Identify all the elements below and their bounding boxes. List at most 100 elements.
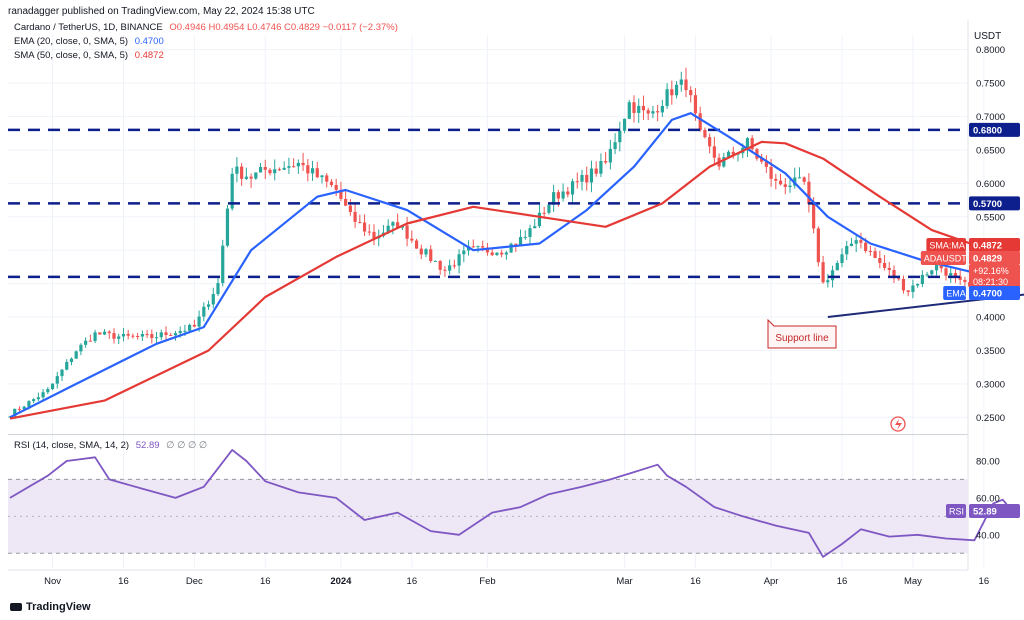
candle-body bbox=[845, 245, 849, 255]
price-tick-label: 0.6500 bbox=[976, 145, 1005, 156]
candle-body bbox=[594, 168, 598, 174]
lightning-icon[interactable] bbox=[890, 416, 906, 432]
candle-body bbox=[301, 162, 305, 166]
rsi-legend-label: RSI (14, close, SMA, 14, 2) bbox=[14, 440, 130, 451]
candle-body bbox=[79, 344, 83, 352]
rsi-legend-extras: ∅ ∅ ∅ ∅ bbox=[166, 440, 208, 451]
candle-body bbox=[887, 267, 891, 271]
candle-body bbox=[476, 246, 480, 248]
candle-body bbox=[93, 332, 97, 342]
candle-body bbox=[892, 270, 896, 279]
candle-body bbox=[934, 262, 939, 271]
candle-body bbox=[514, 243, 518, 245]
candle-body bbox=[684, 79, 688, 91]
candle-body bbox=[660, 105, 664, 113]
candle-body bbox=[854, 240, 858, 244]
candle-body bbox=[726, 151, 731, 158]
brand-name: TradingView bbox=[26, 601, 91, 613]
candle-body bbox=[46, 389, 50, 393]
price-tag-detail bbox=[969, 265, 1020, 287]
time-tick-label: Mar bbox=[616, 576, 632, 587]
candle-body bbox=[188, 324, 192, 331]
candle-body bbox=[329, 181, 334, 186]
candle-body bbox=[901, 278, 906, 291]
candle-body bbox=[292, 166, 296, 168]
candle-body bbox=[344, 198, 348, 206]
candle-body bbox=[277, 169, 282, 171]
candle-body bbox=[334, 185, 338, 190]
candle-body bbox=[500, 252, 504, 255]
candle-body bbox=[348, 205, 352, 212]
candle-body bbox=[840, 254, 844, 264]
candle-body bbox=[774, 178, 778, 181]
candle-body bbox=[17, 408, 22, 410]
candle-body bbox=[835, 263, 839, 271]
candle-body bbox=[150, 334, 154, 339]
sma-tag-label: SMA:MA bbox=[929, 241, 965, 251]
candle-body bbox=[722, 157, 726, 167]
candle-body bbox=[627, 102, 631, 119]
time-tick-label: 2024 bbox=[330, 576, 352, 587]
candle-body bbox=[949, 272, 953, 276]
price-change-label: +92.16% bbox=[973, 266, 1009, 276]
candle-body bbox=[542, 212, 546, 214]
candle-body bbox=[703, 129, 707, 138]
rsi-legend: RSI (14, close, SMA, 14, 2) 52.89 ∅ ∅ ∅ … bbox=[14, 440, 207, 451]
candle-body bbox=[618, 130, 622, 143]
time-tick-label: 16 bbox=[979, 576, 990, 587]
candle-body bbox=[419, 248, 423, 255]
candle-body bbox=[750, 138, 754, 150]
candle-body bbox=[36, 397, 40, 400]
time-tick-label: 16 bbox=[837, 576, 848, 587]
candle-body bbox=[622, 118, 627, 131]
sma-tag-label-box bbox=[926, 238, 966, 252]
candle-body bbox=[244, 176, 248, 179]
candle-body bbox=[760, 158, 764, 162]
candle-body bbox=[263, 167, 267, 170]
price-tag-value-box bbox=[969, 251, 1020, 265]
lightning-icon-bolt bbox=[895, 419, 902, 430]
candle-body bbox=[698, 113, 702, 130]
candle-body bbox=[878, 257, 882, 263]
sma-legend: SMA (50, close, 0, SMA, 5) 0.4872 bbox=[14, 50, 164, 61]
currency-label[interactable]: USDT bbox=[974, 31, 1002, 42]
candle-body bbox=[32, 399, 36, 402]
candle-body bbox=[693, 95, 698, 114]
candle-body bbox=[849, 243, 854, 246]
candle-body bbox=[84, 340, 88, 345]
candle-body bbox=[457, 254, 461, 266]
candle-body bbox=[268, 169, 272, 174]
published-note: ranadagger published on TradingView.com,… bbox=[8, 6, 315, 17]
candle-body bbox=[173, 333, 178, 336]
candle-body bbox=[656, 111, 660, 113]
price-tick-label: 0.4000 bbox=[976, 313, 1005, 324]
annotation-callout bbox=[767, 318, 837, 349]
candle-body bbox=[211, 294, 215, 305]
tradingview-logo[interactable]: TradingView bbox=[10, 601, 91, 613]
rsi-tag-value: 52.89 bbox=[973, 507, 997, 518]
candle-body bbox=[864, 242, 868, 252]
candle-body bbox=[963, 279, 967, 283]
candle-body bbox=[69, 358, 74, 362]
price-tick-label: 0.8000 bbox=[976, 45, 1005, 56]
candle-body bbox=[604, 161, 608, 163]
candle-body bbox=[50, 383, 55, 390]
candle-body bbox=[443, 269, 447, 271]
level-price-tag-text: 0.5700 bbox=[973, 199, 1002, 210]
rsi-tag-label-box bbox=[946, 504, 966, 519]
candle-body bbox=[731, 151, 735, 155]
candle-body bbox=[216, 283, 220, 295]
price-tag-label-box bbox=[920, 251, 966, 265]
candle-body bbox=[556, 192, 560, 199]
candle-body bbox=[552, 192, 556, 205]
countdown-label: 08:21:30 bbox=[973, 277, 1008, 287]
candle-body bbox=[670, 89, 674, 96]
candle-body bbox=[296, 162, 300, 167]
price-tick-label: 0.7500 bbox=[976, 79, 1005, 90]
candle-body bbox=[60, 369, 64, 377]
candle-body bbox=[221, 245, 225, 284]
candle-body bbox=[509, 243, 513, 253]
sma-legend-label: SMA (50, close, 0, SMA, 5) bbox=[14, 50, 129, 61]
candle-body bbox=[121, 333, 126, 337]
